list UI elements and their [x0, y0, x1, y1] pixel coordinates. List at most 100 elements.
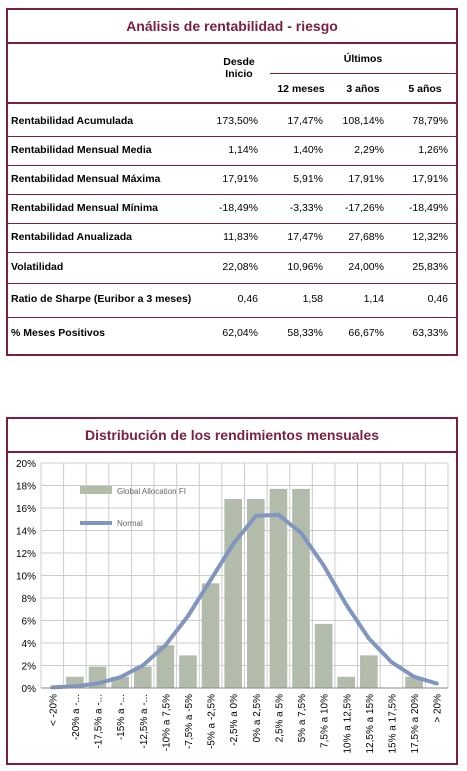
y-tick-label: 16%	[16, 504, 36, 515]
table-title: Análisis de rentabilidad - riesgo	[8, 10, 456, 44]
y-tick-label: 12%	[16, 549, 36, 560]
bar	[269, 488, 288, 688]
row-label: Volatilidad	[11, 260, 64, 273]
legend-bar-label: Global Allocation FI	[117, 487, 186, 496]
x-tick-label: 10% a 12,5%	[342, 694, 353, 754]
row-value: 17,91%	[348, 172, 384, 185]
header-3y: 3 años	[346, 83, 380, 95]
row-value: 22,08%	[222, 260, 258, 273]
row-value: 10,96%	[287, 260, 323, 273]
header-divider	[270, 73, 456, 74]
x-tick-label: -5% a -2,5%	[207, 694, 218, 749]
row-label: Rentabilidad Anualizada	[11, 230, 132, 243]
x-tick-label: 2,5% a 5%	[274, 694, 285, 742]
row-value: 62,04%	[222, 326, 258, 339]
row-divider	[8, 283, 456, 284]
row-label: Rentabilidad Acumulada	[11, 114, 134, 127]
row-value: 25,83%	[412, 260, 448, 273]
y-tick-label: 4%	[22, 639, 37, 650]
y-tick-label: 20%	[16, 459, 36, 470]
row-value: 1,58	[302, 293, 323, 305]
bar	[405, 676, 423, 688]
y-tick-label: 10%	[16, 572, 36, 583]
row-value: 0,46	[427, 293, 448, 305]
bar	[179, 655, 197, 688]
x-tick-label: -12,5% a -...	[139, 694, 150, 748]
y-tick-label: 14%	[16, 527, 36, 538]
x-tick-label: -15% a -...	[116, 694, 127, 740]
row-divider	[8, 194, 456, 195]
x-tick-label: -2,5% a 0%	[229, 694, 240, 746]
row-value: 27,68%	[348, 230, 384, 243]
header-5y: 5 años	[408, 83, 442, 95]
row-value: 1,26%	[418, 143, 448, 156]
x-tick-label: 5% a 7,5%	[297, 694, 308, 742]
header-last: Últimos	[343, 53, 383, 65]
distribution-chart: 0% 2% 4% 6% 8% 10% 12% 14% 16% 18% 20% < -20% -20% a…	[16, 459, 449, 754]
bar	[246, 499, 265, 688]
y-tick-label: 2%	[22, 662, 37, 673]
row-value: 63,33%	[412, 326, 448, 339]
y-tick-label: 6%	[22, 617, 37, 628]
row-value: 17,47%	[287, 230, 323, 243]
row-value: -18,49%	[218, 201, 258, 214]
row-divider	[8, 165, 456, 166]
x-tick-label: 17,5% a 20%	[410, 694, 421, 754]
row-divider	[8, 136, 456, 137]
x-tick-label: > 20%	[433, 694, 444, 723]
header-bottom-rule	[8, 102, 456, 104]
distribution-panel: Distribución de los rendimientos mensual…	[6, 417, 458, 765]
row-value: 78,79%	[412, 114, 448, 127]
row-label: Rentabilidad Mensual Mínima	[11, 201, 159, 214]
x-tick-label: 15% a 17,5%	[387, 694, 398, 754]
bar	[314, 623, 333, 688]
row-divider	[8, 317, 456, 318]
bar	[360, 655, 378, 688]
row-divider	[8, 223, 456, 224]
legend-line-label: Normal	[117, 519, 143, 528]
x-tick-label: -17,5% a -...	[94, 694, 105, 748]
header-since-line2: Inicio	[225, 68, 253, 80]
row-label: Rentabilidad Mensual Media	[11, 143, 152, 156]
row-value: 12,32%	[412, 230, 448, 243]
bar	[111, 676, 129, 688]
normal-curve	[50, 512, 439, 690]
row-value: 0,46	[237, 293, 258, 305]
row-value: 2,29%	[354, 143, 384, 156]
row-value: -3,33%	[289, 201, 323, 214]
bar	[156, 645, 175, 688]
row-value: 24,00%	[348, 260, 384, 273]
row-value: 1,14%	[228, 143, 258, 156]
x-tick-label: 12,5% a 15%	[365, 694, 376, 754]
row-divider	[8, 252, 456, 253]
header-12m: 12 meses	[277, 83, 325, 95]
x-tick-label: -10% a 7,5%	[161, 694, 172, 751]
row-value: -18,49%	[408, 201, 448, 214]
row-value: 1,14	[363, 293, 384, 305]
chart-title: Distribución de los rendimientos mensual…	[8, 419, 456, 453]
row-label: Ratio de Sharpe (Euribor a 3 meses)	[11, 293, 192, 305]
row-value: 66,67%	[348, 326, 384, 339]
row-value: 11,83%	[223, 230, 258, 243]
bar	[201, 583, 220, 688]
row-value: 1,40%	[293, 143, 323, 156]
row-value: 17,91%	[412, 172, 448, 185]
row-value: 108,14%	[342, 114, 384, 127]
row-value: 17,47%	[287, 114, 323, 127]
row-label: Rentabilidad Mensual Máxima	[11, 172, 161, 185]
legend-bar-swatch	[80, 486, 112, 494]
y-tick-label: 18%	[16, 482, 36, 493]
header-since-inception: Desde Inicio	[213, 56, 265, 80]
row-value: 5,91%	[293, 172, 323, 185]
bar	[292, 488, 310, 688]
x-tick-label: 7,5% a 10%	[320, 694, 331, 748]
x-tick-label: < -20%	[48, 694, 59, 726]
bar	[66, 676, 84, 688]
x-tick-label: -7,5% a -5%	[184, 694, 195, 749]
row-value: 58,33%	[287, 326, 323, 339]
row-value: 17,91%	[222, 172, 258, 185]
risk-return-panel: Análisis de rentabilidad - riesgo Desde …	[6, 8, 458, 356]
row-value: -17,26%	[344, 201, 384, 214]
bar	[337, 676, 356, 688]
row-label: % Meses Positivos	[11, 326, 105, 339]
